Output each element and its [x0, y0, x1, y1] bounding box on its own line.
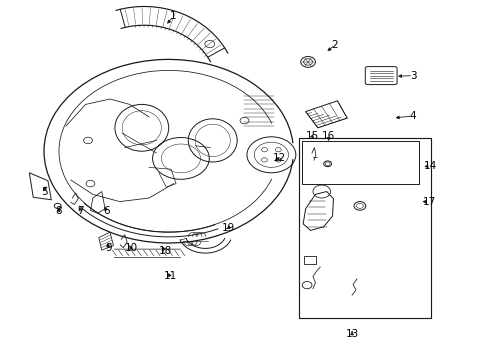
Bar [299, 138, 430, 318]
Text: 10: 10 [124, 243, 137, 253]
Text: 18: 18 [158, 246, 172, 256]
Text: 2: 2 [331, 40, 338, 50]
Text: 8: 8 [55, 206, 62, 216]
Text: 15: 15 [305, 131, 318, 141]
Text: 13: 13 [345, 329, 358, 339]
Text: 1: 1 [170, 11, 177, 21]
Text: 7: 7 [77, 206, 84, 216]
Bar [302, 141, 418, 184]
Text: 4: 4 [409, 111, 416, 121]
Text: 19: 19 [222, 222, 235, 233]
Text: 11: 11 [163, 271, 177, 282]
Text: 16: 16 [321, 131, 335, 141]
Text: 14: 14 [423, 161, 436, 171]
Bar [304, 256, 316, 264]
Text: 12: 12 [272, 153, 286, 163]
Text: 3: 3 [409, 71, 416, 81]
Text: 9: 9 [105, 243, 112, 253]
Text: 5: 5 [41, 186, 47, 197]
Text: 6: 6 [103, 206, 110, 216]
Text: 17: 17 [422, 197, 435, 207]
